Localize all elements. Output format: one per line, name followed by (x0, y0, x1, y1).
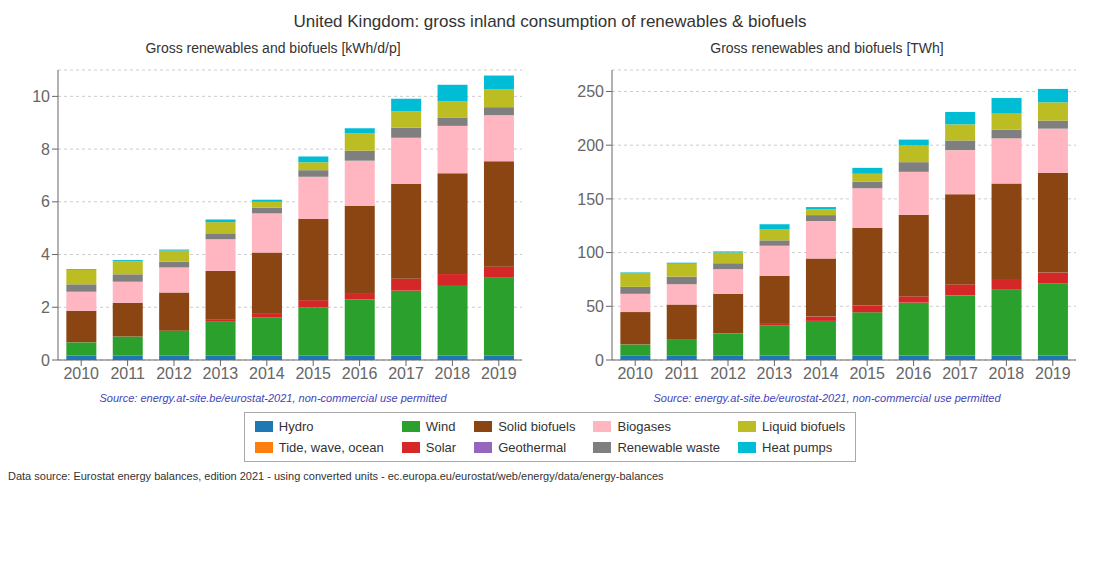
svg-text:2013: 2013 (203, 365, 239, 382)
svg-text:2012: 2012 (710, 365, 746, 382)
svg-text:150: 150 (577, 191, 604, 208)
html-text:Renewable waste: Renewable waste (617, 440, 721, 455)
html-text:Solar: Solar (425, 440, 457, 455)
svg-text:250: 250 (577, 83, 604, 100)
svg-text:2: 2 (41, 299, 50, 316)
svg-text:2012: 2012 (156, 365, 192, 382)
html-text:United Kingdom: gross inland c: United Kingdom: gross inland consumption… (293, 12, 807, 31)
svg-text:2018: 2018 (989, 365, 1025, 382)
html-text:Hydro: Hydro (278, 419, 314, 434)
svg-text:2015: 2015 (849, 365, 885, 382)
svg-text:2013: 2013 (757, 365, 793, 382)
svg-text:6: 6 (41, 193, 50, 210)
svg-text:2011: 2011 (664, 365, 699, 382)
html-text:Source: energy.at-site.be/euro: Source: energy.at-site.be/eurostat-2021,… (99, 392, 447, 404)
svg-text:2019: 2019 (1035, 365, 1071, 382)
svg-text:8: 8 (41, 141, 50, 158)
html-text:Gross renewables and biofuels: Gross renewables and biofuels [TWh] (710, 40, 944, 56)
html-text:Heat pumps: Heat pumps (762, 440, 833, 455)
svg-text:2014: 2014 (803, 365, 839, 382)
svg-text:50: 50 (586, 298, 604, 315)
html-text:Wind: Wind (425, 419, 456, 434)
svg-text:2011: 2011 (110, 365, 145, 382)
html-text:Geothermal: Geothermal (498, 440, 567, 455)
svg-text:200: 200 (577, 137, 604, 154)
html-text:Source: energy.at-site.be/euro: Source: energy.at-site.be/eurostat-2021,… (653, 392, 1001, 404)
svg-text:2014: 2014 (249, 365, 285, 382)
svg-text:2016: 2016 (896, 365, 932, 382)
svg-text:2019: 2019 (481, 365, 517, 382)
svg-text:10: 10 (32, 88, 50, 105)
svg-text:2017: 2017 (942, 365, 978, 382)
svg-text:0: 0 (41, 352, 50, 369)
svg-text:2010: 2010 (617, 365, 653, 382)
html-text:Gross renewables and biofuels: Gross renewables and biofuels [kWh/d/p] (145, 40, 401, 56)
svg-text:2018: 2018 (435, 365, 471, 382)
html-text:Liquid biofuels: Liquid biofuels (762, 419, 846, 434)
svg-text:2017: 2017 (388, 365, 424, 382)
svg-text:2010: 2010 (63, 365, 99, 382)
svg-text:100: 100 (577, 244, 604, 261)
html-text:Data source: Eurostat energy b: Data source: Eurostat energy balances, e… (8, 470, 664, 482)
svg-text:4: 4 (41, 246, 50, 263)
svg-text:2016: 2016 (342, 365, 378, 382)
html-text:Solid biofuels: Solid biofuels (498, 419, 576, 434)
svg-text:0: 0 (595, 352, 604, 369)
html-text:Biogases: Biogases (617, 419, 671, 434)
svg-text:2015: 2015 (295, 365, 331, 382)
html-text:Tide, wave, ocean: Tide, wave, ocean (278, 440, 384, 455)
